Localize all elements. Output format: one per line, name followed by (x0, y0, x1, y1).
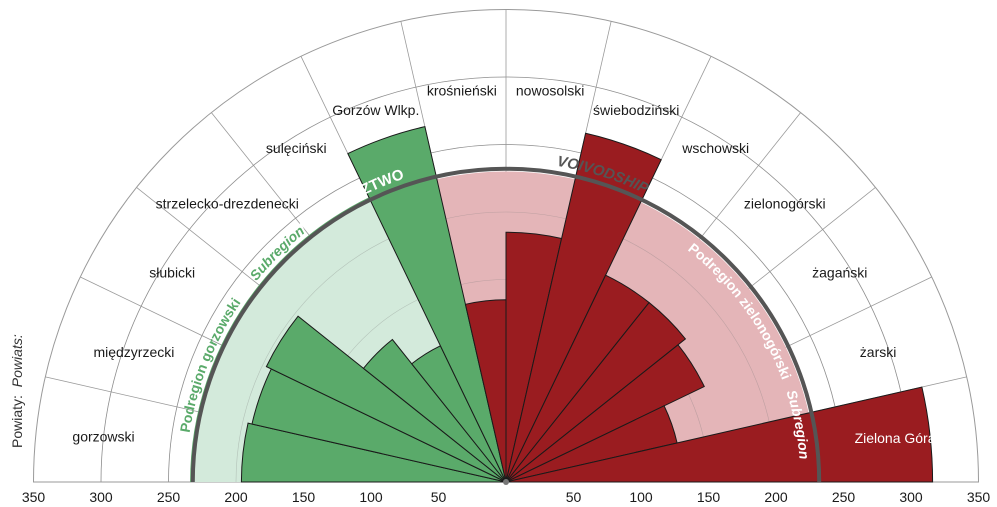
x-tick-label: 100 (359, 489, 383, 505)
x-tick-label: 350 (22, 489, 46, 505)
x-tick-label: 150 (292, 489, 316, 505)
x-tick-label: 100 (629, 489, 653, 505)
band-grid-circle (235, 211, 777, 483)
category-label-sulecinski: sulęciński (266, 140, 327, 156)
bar-gorzow-wlkp (347, 126, 507, 483)
x-tick-label: 250 (157, 489, 181, 505)
band-grid-circle (168, 144, 844, 483)
x-tick-label: 300 (899, 489, 923, 505)
category-labels: gorzowski międzyrzecki słubicki strzelecko-… (72, 82, 935, 446)
x-tick-label: 200 (764, 489, 788, 505)
x-tick-label: 300 (89, 489, 113, 505)
x-tick-label: 250 (832, 489, 856, 505)
x-tick-label: 350 (967, 489, 991, 505)
category-label-strzelecko-drezdenecki: strzelecko-drezdenecki (156, 195, 299, 211)
category-label-gorzow-wlkp: Gorzów Wlkp. (332, 102, 419, 118)
band-grid-circle (100, 76, 912, 483)
bar-strzelecko-drezdenecki (362, 338, 507, 483)
bar-swiebodzinski (505, 132, 662, 483)
category-label-zarski: żarski (860, 344, 897, 360)
category-label-wschowski: wschowski (681, 140, 749, 156)
category-label-krosnienski: krośnieński (427, 82, 497, 98)
bar-slubicki (265, 315, 507, 483)
y-axis-label-pl: Powiaty: (9, 395, 25, 448)
x-tick-label: 150 (697, 489, 721, 505)
category-label-nowosolski: nowosolski (516, 82, 584, 98)
x-tick-label: 50 (431, 489, 447, 505)
center-dot (503, 479, 509, 485)
category-label-gorzowski: gorzowski (72, 429, 134, 445)
category-label-zielonogorski: zielonogórski (744, 195, 826, 211)
bar-zielonogorski (505, 301, 687, 483)
category-label-slubicki: słubicki (149, 264, 195, 280)
category-label-swiebodzinski: świebodziński (593, 102, 679, 118)
x-axis-ticks: 350 300 250 200 150 100 50 50 100 150 200 250 300 350 (22, 489, 991, 505)
x-tick-label: 200 (224, 489, 248, 505)
category-label-miedzyrzecki: międzyrzecki (93, 344, 174, 360)
bars (240, 126, 934, 483)
x-tick-label: 50 (566, 489, 582, 505)
category-label-zielona-gora: Zielona Góra (855, 430, 936, 446)
y-axis-label-en: Powiats: (9, 334, 25, 387)
voivodship-arc (190, 166, 822, 483)
bar-zaganski (505, 344, 705, 483)
voivodship-ring (190, 166, 822, 485)
y-axis-label: Powiaty: Powiats: (9, 334, 25, 448)
category-label-zaganski: żagański (812, 264, 867, 280)
bar-zielona-gora (505, 386, 934, 483)
